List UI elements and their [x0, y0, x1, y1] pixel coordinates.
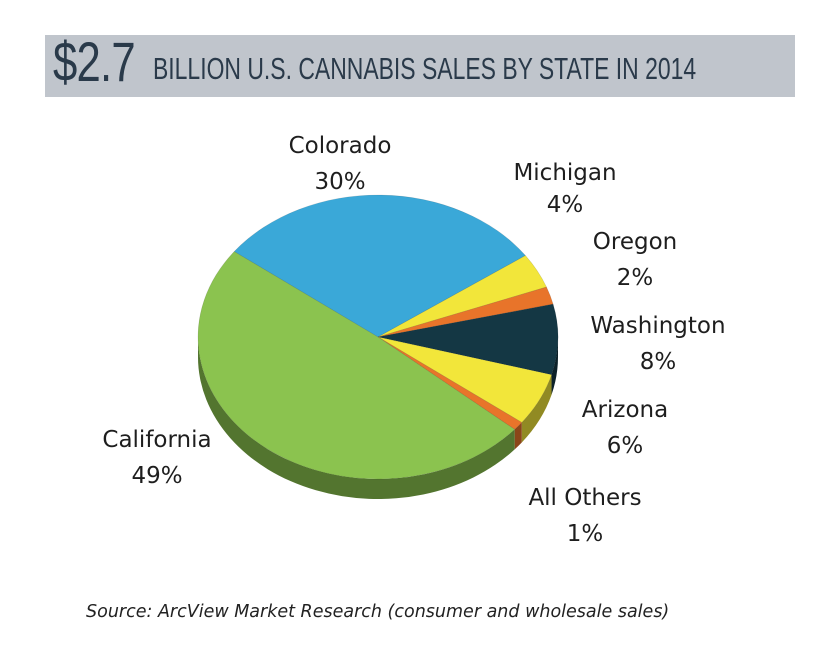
- label-michigan-value: 4%: [546, 192, 584, 218]
- label-california-name: California: [102, 427, 212, 453]
- title-amount: $2.7: [53, 30, 136, 93]
- title-bar: $2.7 BILLION U.S. CANNABIS SALES BY STAT…: [45, 30, 795, 97]
- label-oregon: Oregon 2%: [575, 224, 695, 296]
- pie-sides: [198, 337, 558, 499]
- pie-side-washington: [551, 337, 558, 395]
- pie-side-all-others: [514, 422, 522, 450]
- label-oregon-name: Oregon: [592, 229, 678, 255]
- pie-side-california: [198, 337, 515, 499]
- pie-side-arizona: [521, 374, 552, 443]
- label-oregon-value: 2%: [616, 265, 654, 291]
- label-michigan: Michigan 4%: [500, 155, 630, 223]
- pie-slice-washington: [377, 303, 559, 376]
- pie-slice-all-others: [377, 336, 523, 430]
- label-colorado-name: Colorado: [288, 133, 392, 159]
- pie-slice-arizona: [377, 336, 552, 423]
- label-washington-value: 8%: [639, 349, 677, 375]
- label-colorado: Colorado 30%: [270, 128, 410, 200]
- label-arizona-value: 6%: [606, 433, 644, 459]
- label-arizona: Arizona 6%: [565, 392, 685, 464]
- pie-slice-california: [197, 251, 516, 480]
- label-all-others-value: 1%: [566, 521, 604, 547]
- label-all-others-name: All Others: [528, 485, 642, 511]
- label-washington-name: Washington: [590, 313, 726, 339]
- label-california-value: 49%: [131, 463, 183, 489]
- label-washington: Washington 8%: [568, 308, 748, 380]
- label-california: California 49%: [82, 422, 232, 494]
- label-all-others: All Others 1%: [515, 480, 655, 552]
- pie-slice-oregon: [377, 286, 554, 338]
- pie-slice-colorado: [233, 194, 526, 338]
- chart-title: BILLION U.S. CANNABIS SALES BY STATE IN …: [153, 51, 697, 86]
- label-michigan-name: Michigan: [513, 160, 617, 186]
- source-note: Source: ArcView Market Research (consume…: [86, 602, 670, 622]
- label-arizona-name: Arizona: [581, 397, 669, 423]
- label-colorado-value: 30%: [314, 169, 366, 195]
- pie-slice-michigan: [377, 255, 547, 338]
